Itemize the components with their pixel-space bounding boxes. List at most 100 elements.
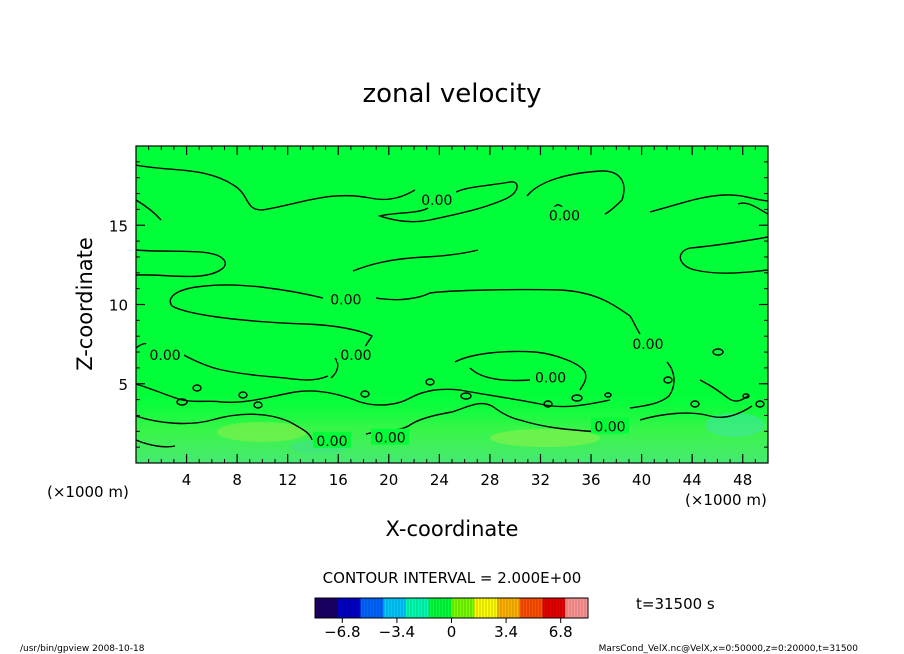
field-patch — [705, 413, 765, 437]
y-axis-label: Z-coordinate — [73, 237, 97, 371]
contour-label: 0.00 — [316, 434, 347, 450]
y-tick-label: 15 — [109, 217, 128, 235]
contour-line — [136, 249, 226, 278]
x-tick-label: 24 — [430, 471, 449, 489]
near-surface-field — [136, 385, 768, 463]
contour-loop — [742, 393, 750, 399]
contour-line — [330, 357, 339, 379]
x-tick-label: 40 — [632, 471, 651, 489]
colorbar-tick-label: 0 — [447, 623, 457, 641]
colorbar-swatch — [542, 598, 566, 618]
contour-loop — [604, 392, 612, 398]
contour-line — [454, 350, 587, 391]
colorbar-tick-label: −6.8 — [324, 623, 360, 641]
colorbar-swatch — [360, 598, 384, 618]
x-tick-label: 4 — [182, 471, 192, 489]
contour-loop — [712, 348, 724, 356]
contour-label: 0.00 — [421, 193, 452, 209]
contour-line — [375, 288, 641, 335]
y-axis: 5 10 15 — [109, 161, 768, 448]
contour-interval: CONTOUR INTERVAL = 2.000E+00 — [323, 569, 582, 587]
colorbar-swatch — [406, 598, 430, 618]
contour-line — [469, 367, 531, 382]
contour-label: 0.00 — [535, 370, 566, 386]
contour-label-bg — [146, 346, 185, 363]
colorbar-tick-label: −3.4 — [379, 623, 415, 641]
contour-line — [526, 170, 625, 215]
time-label: t=31500 s — [636, 595, 715, 613]
contour-label-bg — [336, 346, 375, 363]
plot-area: 0.00 0.00 0.00 0.00 0.00 0.00 0.00 0.00 0.00 0.00 — [136, 146, 768, 463]
x-tick-label: 16 — [329, 471, 348, 489]
contour-loop — [253, 401, 263, 409]
x-tick-label: 48 — [733, 471, 752, 489]
contour-label: 0.00 — [374, 431, 405, 447]
y-tick-label: 10 — [109, 297, 128, 315]
contour-loop — [755, 400, 765, 408]
contour-loop — [571, 394, 583, 402]
contour-line — [649, 194, 768, 213]
contour-line — [136, 342, 147, 349]
contour-label-bg — [312, 431, 351, 448]
contour-loop — [176, 398, 188, 406]
contour-label-bg — [545, 206, 584, 223]
colorbar-tick-label: 6.8 — [549, 623, 573, 641]
chart-title: zonal velocity — [362, 79, 541, 109]
contour-line — [679, 236, 768, 274]
colorbar: −6.8 −3.4 0 3.4 6.8 — [314, 597, 589, 641]
colorbar-swatch — [315, 598, 339, 618]
contour-label-bg — [628, 335, 667, 352]
contour-label: 0.00 — [149, 348, 180, 364]
contour-line — [136, 439, 176, 448]
colorbar-swatch — [474, 598, 498, 618]
contour-loop — [460, 392, 472, 400]
contour-loop — [360, 390, 370, 398]
contour-line — [629, 361, 675, 409]
contour-label-bg — [591, 417, 629, 434]
contour-line — [169, 284, 373, 351]
contour-line — [699, 379, 749, 402]
y-tick-label: 5 — [118, 376, 128, 394]
contour-line — [181, 353, 329, 381]
colorbar-swatch — [519, 598, 543, 618]
colorbar-swatch — [428, 598, 452, 618]
contour-line — [136, 164, 416, 211]
contour-labels: 0.00 0.00 0.00 0.00 0.00 0.00 0.00 0.00 0.00 0.00 — [146, 190, 667, 450]
field-patch — [217, 422, 307, 442]
contour-loop — [192, 384, 202, 392]
contour-label-bg — [417, 190, 456, 207]
x-tick-label: 12 — [278, 471, 297, 489]
contour-line — [737, 202, 768, 215]
contour-label-bg — [371, 428, 410, 445]
contour-label: 0.00 — [594, 420, 625, 436]
contour-line — [639, 405, 753, 421]
contour-label: 0.00 — [330, 293, 361, 309]
footer-left: /usr/bin/gpview 2008-10-18 — [20, 644, 145, 654]
x-axis: 4 8 12 16 20 24 28 32 36 40 44 48 — [148, 146, 756, 489]
contour-label-bg — [531, 368, 570, 385]
contour-label: 0.00 — [340, 348, 371, 364]
colorbar-swatch — [565, 598, 589, 618]
contour-line — [365, 402, 601, 435]
contour-loop — [663, 376, 673, 384]
x-tick-label: 32 — [531, 471, 550, 489]
contour-line — [136, 383, 611, 408]
contour-lines — [136, 164, 768, 448]
contour-loop — [425, 378, 435, 386]
x-tick-label: 8 — [232, 471, 242, 489]
colorbar-swatch — [337, 598, 361, 618]
colorbar-swatch — [451, 598, 475, 618]
x-tick-label: 44 — [683, 471, 702, 489]
colorbar-tick-label: 3.4 — [494, 623, 518, 641]
contour-line — [136, 413, 313, 441]
contour-loop — [238, 391, 248, 399]
contour-line — [352, 249, 479, 272]
contour-line — [377, 181, 518, 223]
colorbar-swatch — [497, 598, 521, 618]
x-unit-left: (×1000 m) — [47, 483, 129, 501]
contour-line — [136, 199, 162, 221]
x-tick-label: 36 — [581, 471, 600, 489]
x-tick-label: 20 — [379, 471, 398, 489]
x-unit-right: (×1000 m) — [685, 491, 767, 509]
